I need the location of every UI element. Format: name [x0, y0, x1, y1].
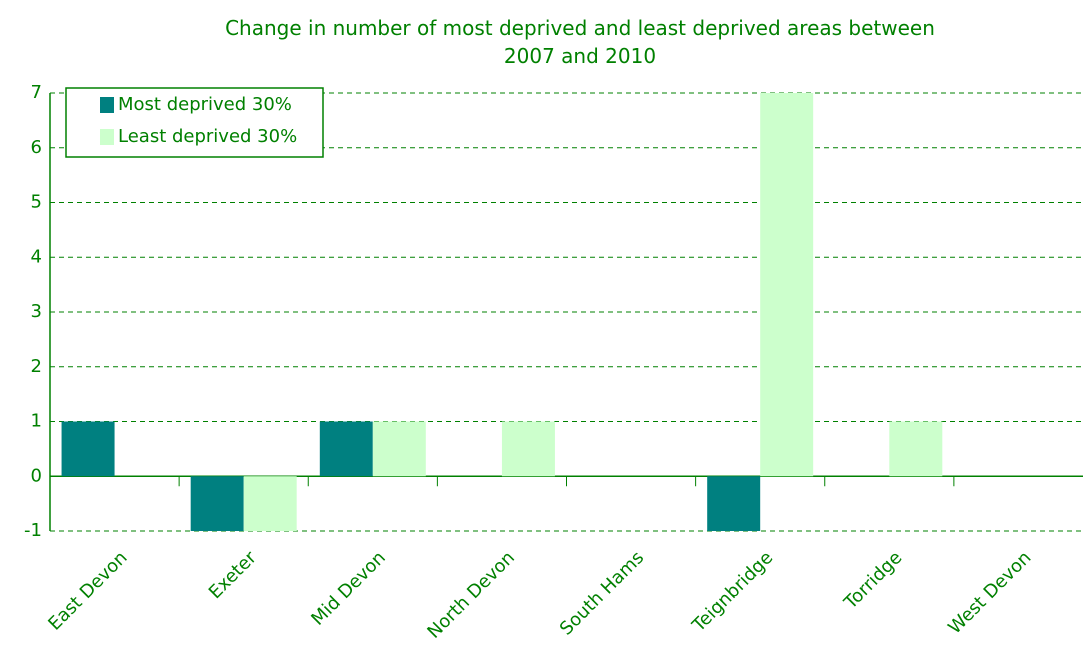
bar — [319, 421, 373, 477]
x-tick-label: North Devon — [423, 547, 519, 643]
x-tick-label: Mid Devon — [307, 547, 390, 630]
legend-label: Most deprived 30% — [118, 94, 292, 115]
legend-swatch — [100, 97, 114, 113]
bar — [707, 476, 761, 531]
y-tick-label: -1 — [24, 520, 42, 541]
x-tick-label: South Hams — [556, 547, 648, 639]
y-tick-label: 2 — [31, 356, 42, 377]
bar — [501, 421, 555, 477]
bar — [61, 421, 115, 477]
legend-swatch — [100, 129, 114, 145]
y-tick-label: 6 — [31, 137, 42, 158]
y-tick-label: 1 — [31, 411, 42, 432]
bar — [243, 476, 297, 531]
x-tick-label: West Devon — [944, 547, 1035, 638]
x-tick-label: Torridge — [840, 547, 907, 614]
y-tick-label: 4 — [31, 246, 42, 267]
x-tick-label: East Devon — [44, 547, 131, 634]
legend-label: Least deprived 30% — [118, 126, 297, 147]
bar — [190, 476, 244, 531]
x-tick-label: Exeter — [205, 547, 261, 603]
bar — [889, 421, 943, 477]
bar — [760, 93, 814, 477]
chart-title: Change in number of most deprived and le… — [225, 16, 935, 68]
bar — [372, 421, 426, 477]
x-tick-label: Teignbridge — [688, 547, 778, 637]
y-tick-label: 5 — [31, 192, 42, 213]
y-tick-label: 7 — [31, 82, 42, 103]
y-tick-label: 0 — [31, 465, 42, 486]
y-tick-label: 3 — [31, 301, 42, 322]
